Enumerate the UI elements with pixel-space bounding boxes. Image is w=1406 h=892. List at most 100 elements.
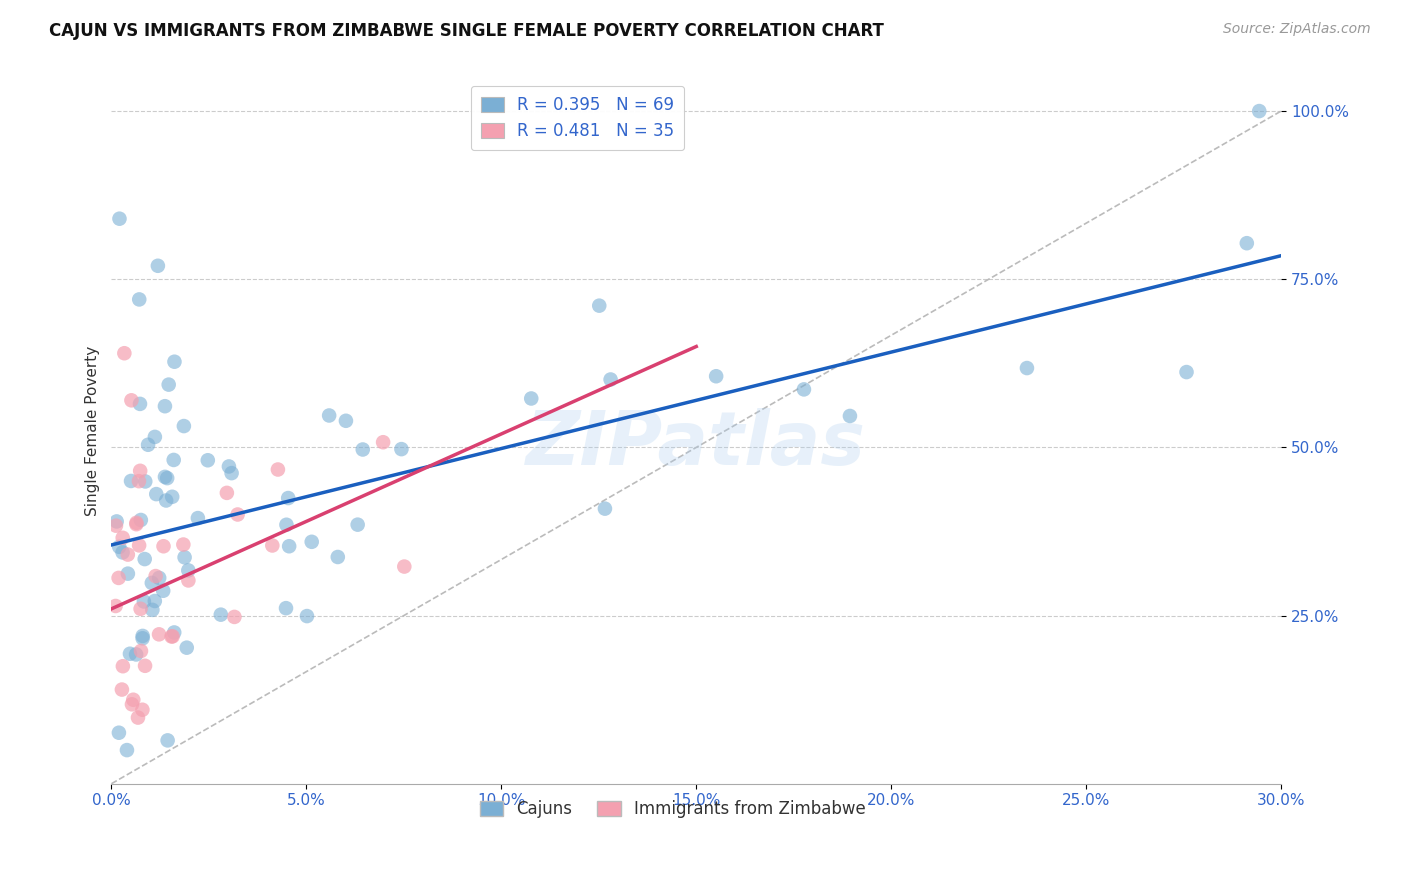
Y-axis label: Single Female Poverty: Single Female Poverty [86, 345, 100, 516]
Point [134, 552, 156, 566]
Point [1249, 104, 1271, 119]
Point [105, 515, 128, 529]
Point [122, 692, 145, 706]
Point [346, 517, 368, 532]
Point [391, 442, 413, 456]
Point [120, 474, 142, 488]
Point [520, 392, 543, 406]
Point [1236, 236, 1258, 251]
Text: CAJUN VS IMMIGRANTS FROM ZIMBABWE SINGLE FEMALE POVERTY CORRELATION CHART: CAJUN VS IMMIGRANTS FROM ZIMBABWE SINGLE… [49, 22, 884, 40]
Point [371, 435, 394, 450]
Point [153, 470, 176, 484]
Legend: Cajuns, Immigrants from Zimbabwe: Cajuns, Immigrants from Zimbabwe [474, 794, 873, 825]
Point [155, 493, 177, 508]
Point [793, 383, 815, 397]
Point [176, 640, 198, 655]
Point [111, 531, 134, 545]
Point [318, 409, 340, 423]
Point [112, 346, 135, 360]
Point [145, 487, 167, 501]
Point [839, 409, 862, 423]
Point [156, 471, 179, 485]
Point [704, 369, 727, 384]
Point [104, 599, 127, 613]
Point [141, 603, 163, 617]
Point [163, 453, 186, 467]
Point [129, 644, 152, 658]
Point [148, 627, 170, 641]
Point [593, 501, 616, 516]
Point [117, 548, 139, 562]
Point [129, 513, 152, 527]
Point [120, 393, 142, 408]
Point [115, 743, 138, 757]
Point [108, 725, 131, 739]
Point [111, 545, 134, 559]
Point [599, 372, 621, 386]
Point [145, 569, 167, 583]
Text: ZIPatlas: ZIPatlas [526, 409, 866, 481]
Point [157, 377, 180, 392]
Point [218, 459, 240, 474]
Point [394, 559, 416, 574]
Point [128, 474, 150, 488]
Point [148, 571, 170, 585]
Point [215, 486, 238, 500]
Point [121, 698, 143, 712]
Point [173, 550, 195, 565]
Point [134, 658, 156, 673]
Point [134, 475, 156, 489]
Point [1015, 361, 1038, 376]
Point [262, 539, 284, 553]
Point [301, 534, 323, 549]
Point [274, 601, 297, 615]
Point [129, 464, 152, 478]
Point [108, 211, 131, 226]
Point [111, 659, 134, 673]
Point [177, 563, 200, 577]
Point [143, 594, 166, 608]
Point [108, 540, 131, 554]
Point [162, 629, 184, 643]
Point [141, 575, 163, 590]
Point [177, 574, 200, 588]
Point [146, 259, 169, 273]
Point [335, 414, 357, 428]
Point [160, 490, 183, 504]
Point [128, 538, 150, 552]
Point [588, 299, 610, 313]
Point [156, 733, 179, 747]
Point [160, 630, 183, 644]
Point [295, 609, 318, 624]
Point [107, 571, 129, 585]
Point [128, 293, 150, 307]
Point [172, 537, 194, 551]
Point [153, 399, 176, 413]
Point [1175, 365, 1198, 379]
Point [111, 682, 134, 697]
Point [163, 625, 186, 640]
Point [224, 610, 246, 624]
Point [117, 566, 139, 581]
Point [118, 647, 141, 661]
Point [276, 517, 298, 532]
Point [197, 453, 219, 467]
Point [129, 601, 152, 615]
Point [326, 549, 349, 564]
Point [209, 607, 232, 622]
Point [129, 397, 152, 411]
Text: Source: ZipAtlas.com: Source: ZipAtlas.com [1223, 22, 1371, 37]
Point [187, 511, 209, 525]
Point [267, 462, 290, 476]
Point [277, 491, 299, 505]
Point [131, 703, 153, 717]
Point [226, 508, 249, 522]
Point [152, 539, 174, 553]
Point [127, 710, 149, 724]
Point [352, 442, 374, 457]
Point [131, 629, 153, 643]
Point [125, 516, 148, 530]
Point [163, 355, 186, 369]
Point [152, 583, 174, 598]
Point [104, 518, 127, 533]
